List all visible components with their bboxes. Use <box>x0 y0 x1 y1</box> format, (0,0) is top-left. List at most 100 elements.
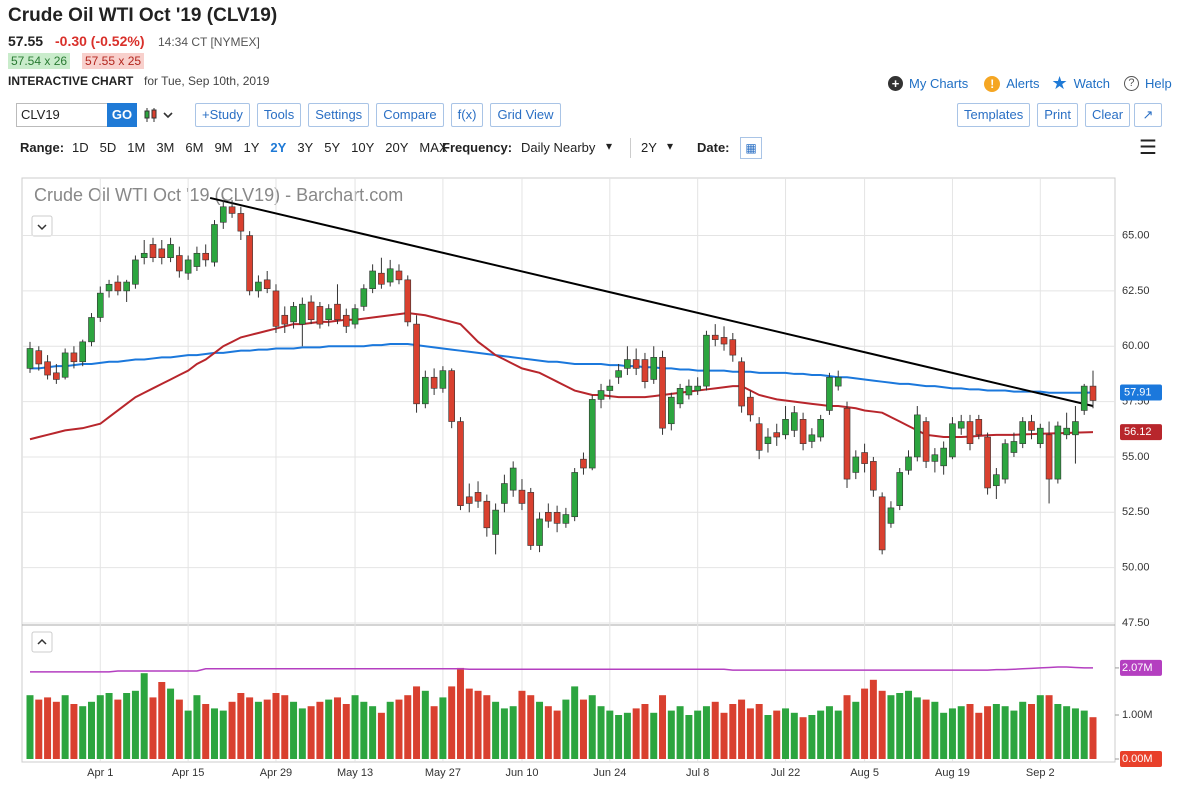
candle-body <box>720 337 728 345</box>
range-option[interactable]: 1Y <box>243 140 260 155</box>
nav-link[interactable]: Watch <box>1073 76 1110 91</box>
candle-body <box>26 348 34 369</box>
nav-link[interactable]: Help <box>1144 76 1172 91</box>
candle-body <box>685 385 693 396</box>
volume-bar <box>773 710 781 759</box>
range-option[interactable]: 2Y <box>270 140 287 155</box>
candle-body <box>931 454 939 462</box>
volume-bar <box>263 699 271 759</box>
range-option[interactable]: 20Y <box>385 140 409 155</box>
ma-line <box>29 312 1094 441</box>
candle-body <box>105 283 113 292</box>
volume-bar <box>474 690 482 759</box>
range-option[interactable]: 5Y <box>324 140 341 155</box>
volume-bar <box>167 688 175 759</box>
volume-bar <box>782 708 790 759</box>
candle-body <box>378 272 385 285</box>
candle-body <box>782 419 789 436</box>
candle-body <box>852 456 860 473</box>
candle-body <box>61 352 69 378</box>
range-option[interactable]: MAX <box>419 140 448 155</box>
candle-body <box>184 259 192 274</box>
candle-body <box>817 419 824 438</box>
volume-bar <box>149 697 157 759</box>
toolbar-button[interactable]: Print <box>1037 103 1078 127</box>
expand-button[interactable]: ↗ <box>1134 103 1162 127</box>
candle-body <box>755 423 763 451</box>
go-button[interactable]: GO <box>107 103 137 127</box>
candle-body <box>176 255 183 272</box>
candle-body <box>738 361 745 407</box>
range-option[interactable]: 5D <box>99 140 117 155</box>
nav-link[interactable]: My Charts <box>909 76 969 91</box>
range-option[interactable]: 1D <box>72 140 89 155</box>
candle-body <box>694 385 701 391</box>
range-option[interactable]: 3M <box>156 140 175 155</box>
volume-bar <box>896 693 904 759</box>
x-tick-label: Sep 2 <box>1026 767 1055 779</box>
icon: ★ <box>1051 73 1068 93</box>
range-option[interactable]: 9M <box>214 140 233 155</box>
x-tick-label: May 13 <box>337 767 373 779</box>
volume-bar <box>746 708 754 759</box>
volume-bar <box>571 686 579 759</box>
toolbar-button[interactable]: Grid View <box>490 103 561 127</box>
candle-body <box>606 385 614 391</box>
range-option[interactable]: 1M <box>127 140 146 155</box>
collapse-button[interactable] <box>31 215 53 237</box>
volume-bar <box>992 704 1000 759</box>
chart-type-button[interactable] <box>143 106 177 124</box>
volume-bar <box>448 686 456 759</box>
divider <box>630 138 631 158</box>
volume-bar <box>553 710 561 759</box>
volume-bar <box>404 695 412 759</box>
range-option[interactable]: 6M <box>185 140 204 155</box>
volume-bar <box>96 695 104 759</box>
candle-body <box>202 252 210 261</box>
volume-bar <box>52 701 60 759</box>
volume-bar <box>527 695 535 759</box>
toolbar-button[interactable]: f(x) <box>450 103 484 127</box>
symbol-input[interactable]: CLV19 <box>16 103 110 127</box>
collapse-button[interactable] <box>31 631 53 653</box>
calendar-button[interactable]: ▦ <box>740 137 762 159</box>
range-option[interactable]: 10Y <box>351 140 375 155</box>
volume-bar <box>948 708 956 759</box>
toolbar-button[interactable]: Clear <box>1084 103 1131 127</box>
x-tick-label: Jun 24 <box>593 767 626 779</box>
range-option[interactable]: 3Y <box>297 140 314 155</box>
volume-bar <box>615 715 623 759</box>
candle-body <box>123 281 130 292</box>
toolbar-button[interactable]: Tools <box>256 103 302 127</box>
label-box <box>1120 424 1162 441</box>
frequency[interactable]: Daily Nearby <box>521 140 596 155</box>
nav: + My Charts ! Alerts ★ Watch ? Help <box>888 73 1172 94</box>
toolbar-button[interactable]: Compare <box>376 103 444 127</box>
nav-link[interactable]: Alerts <box>1006 76 1040 91</box>
frequency-label: Frequency: <box>442 140 513 155</box>
toolbar-button[interactable]: +Study <box>195 103 250 127</box>
candle-body <box>597 390 605 400</box>
icon: + <box>888 76 903 91</box>
x-tick-label: Apr 1 <box>87 767 113 779</box>
menu-button[interactable]: ☰ <box>1139 137 1157 159</box>
candle-body <box>386 268 394 283</box>
volume-bar <box>272 693 280 759</box>
volume-bar <box>790 712 798 759</box>
candle-body <box>457 421 464 506</box>
candle-body <box>1054 425 1062 480</box>
period[interactable]: 2Y <box>641 140 657 155</box>
candle-body <box>228 206 236 214</box>
volume-bar <box>1001 706 1009 759</box>
candle-body <box>246 235 253 292</box>
candle-body <box>351 308 359 325</box>
toolbar-button[interactable]: Settings <box>308 103 370 127</box>
volume-bar <box>579 699 587 759</box>
volume-bar <box>1036 695 1044 759</box>
toolbar-button[interactable]: Templates <box>957 103 1031 127</box>
candle-body <box>764 436 772 444</box>
volume-bar <box>439 697 447 759</box>
candle-body <box>922 421 930 462</box>
candle-body <box>870 461 877 491</box>
candle-body <box>834 376 842 387</box>
